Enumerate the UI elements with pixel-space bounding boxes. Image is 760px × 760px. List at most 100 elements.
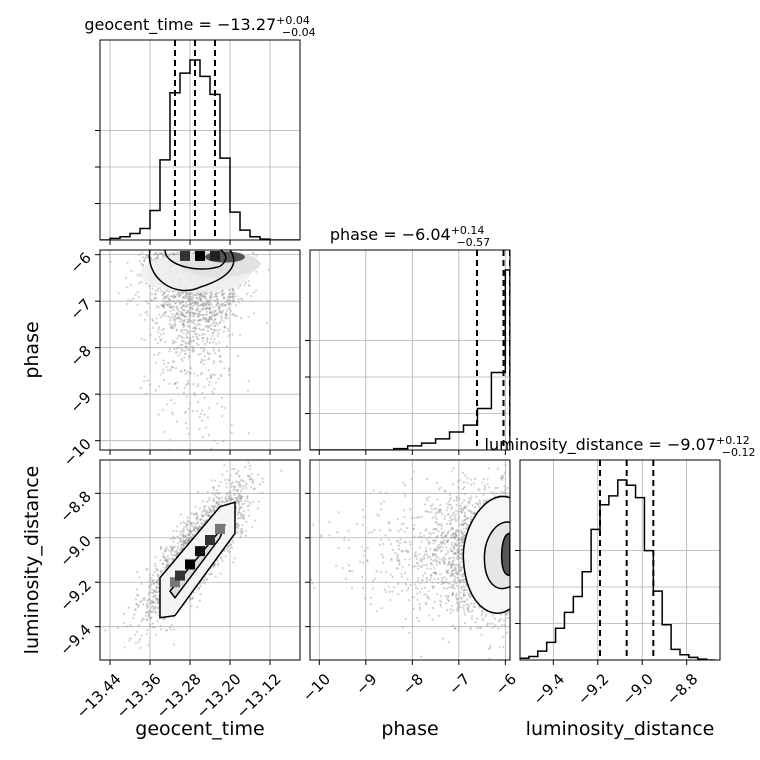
sample-point: [132, 617, 135, 620]
sample-point: [211, 322, 214, 325]
sample-point: [197, 319, 200, 322]
sample-point: [170, 547, 173, 550]
sample-point: [152, 579, 155, 582]
sample-point: [201, 303, 205, 306]
sample-point: [226, 493, 229, 496]
sample-point: [166, 559, 169, 563]
sample-point: [166, 560, 169, 563]
sample-point: [214, 293, 217, 296]
sample-point: [183, 534, 187, 538]
panel-frame: [99, 249, 301, 451]
sample-point: [126, 302, 129, 305]
sample-point: [231, 295, 234, 298]
sample-point: [169, 310, 172, 313]
sample-point: [165, 295, 168, 298]
sample-point: [166, 558, 169, 561]
sample-point: [506, 486, 509, 489]
sample-point: [181, 314, 184, 317]
sample-point: [193, 528, 196, 531]
sample-point: [194, 512, 197, 515]
sample-point: [182, 539, 185, 543]
sample-point: [185, 537, 188, 540]
sample-point: [195, 513, 198, 516]
sample-point: [230, 295, 233, 299]
sample-point: [146, 605, 149, 608]
sample-point: [191, 321, 194, 324]
sample-point: [135, 588, 139, 591]
sample-point: [168, 323, 171, 326]
sample-point: [230, 498, 233, 501]
sample-point: [461, 524, 464, 527]
sample-point: [199, 313, 203, 317]
scatter-luminosity_distance-phase: [310, 460, 510, 660]
sample-point: [214, 317, 217, 321]
sample-point: [207, 513, 210, 517]
sample-point: [165, 563, 168, 566]
sample-point: [366, 547, 369, 550]
sample-point: [209, 508, 212, 511]
sample-point: [232, 298, 235, 301]
sample-point: [182, 325, 185, 329]
sample-point: [231, 288, 234, 291]
sample-point: [181, 335, 184, 338]
sample-point: [206, 319, 209, 322]
sample-point: [155, 598, 158, 601]
sample-point: [241, 523, 244, 526]
sample-point: [463, 511, 467, 514]
sample-point: [203, 317, 206, 320]
sample-point: [202, 515, 205, 518]
sample-point: [227, 497, 230, 500]
sample-point: [156, 580, 159, 583]
sample-point: [187, 299, 190, 302]
sample-point: [246, 389, 250, 392]
sample-point: [232, 299, 235, 302]
sample-point: [161, 293, 164, 296]
sample-point: [145, 632, 148, 636]
sample-point: [265, 321, 268, 324]
sample-point: [199, 310, 202, 313]
title-minus: −0.57: [456, 236, 490, 249]
sample-point: [182, 340, 185, 343]
sample-point: [153, 601, 157, 604]
sample-point: [155, 296, 158, 299]
sample-point: [228, 495, 231, 498]
sample-point: [201, 391, 204, 395]
sample-point: [149, 576, 152, 579]
sample-point: [237, 494, 240, 497]
sample-point: [157, 582, 160, 585]
sample-point: [157, 353, 160, 356]
sample-point: [236, 497, 239, 500]
sample-point: [213, 493, 216, 497]
panel-title-phase: phase = −6.04+0.14 −0.57: [330, 224, 490, 249]
sample-point: [209, 315, 212, 319]
sample-point: [221, 302, 224, 305]
sample-point: [217, 377, 220, 380]
sample-point: [237, 484, 240, 487]
sample-point: [172, 296, 175, 299]
sample-point: [171, 413, 174, 416]
sample-point: [454, 544, 457, 547]
sample-point: [153, 562, 157, 566]
sample-point: [180, 313, 183, 316]
sample-point: [169, 316, 172, 319]
sample-point: [185, 292, 188, 295]
sample-point: [231, 287, 234, 290]
sample-point: [186, 309, 190, 312]
sample-point: [197, 383, 200, 386]
sample-point: [214, 313, 217, 317]
sample-point: [207, 498, 211, 502]
sample-point: [441, 536, 444, 539]
sample-point: [153, 353, 156, 357]
sample-point: [179, 513, 182, 516]
sample-point: [175, 477, 177, 479]
sample-point: [157, 598, 160, 601]
sample-point: [473, 602, 476, 606]
sample-point: [250, 478, 253, 481]
sample-point: [199, 299, 202, 302]
sample-point: [468, 496, 471, 500]
sample-point: [204, 303, 207, 306]
sample-point: [151, 318, 154, 321]
sample-point: [191, 296, 195, 300]
sample-point: [186, 320, 190, 323]
sample-point: [242, 485, 245, 488]
